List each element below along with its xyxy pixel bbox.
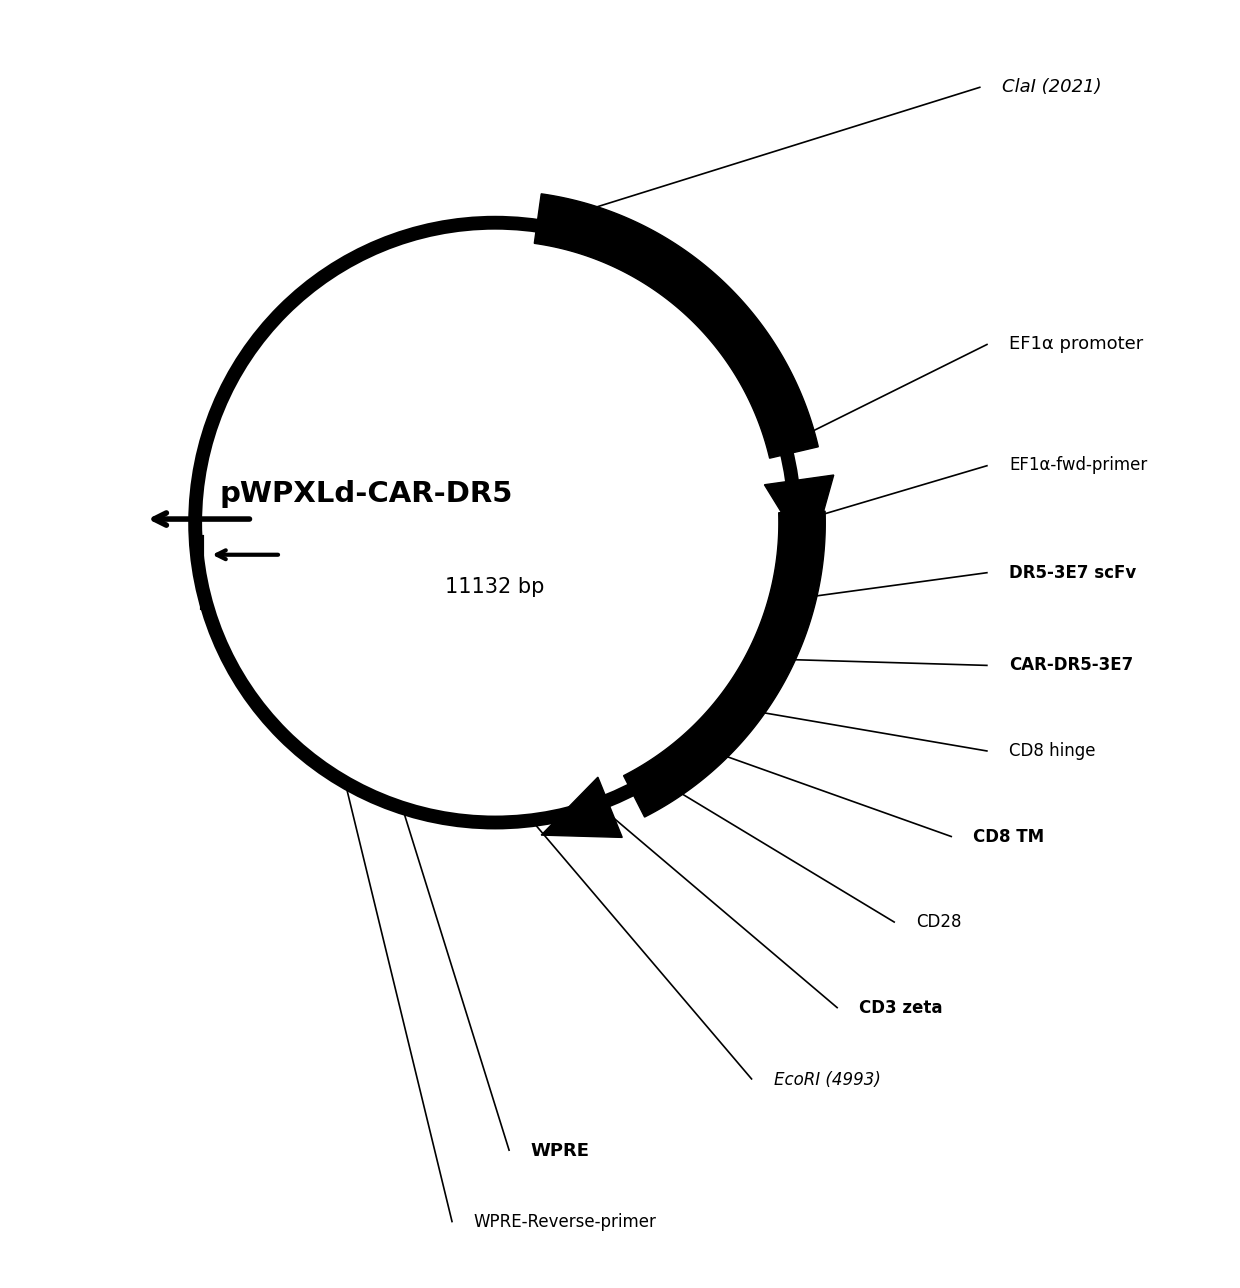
Text: CAR-DR5-3E7: CAR-DR5-3E7 <box>1009 657 1133 675</box>
Text: WPRE: WPRE <box>531 1142 590 1160</box>
Text: EF1α-fwd-primer: EF1α-fwd-primer <box>1009 456 1147 474</box>
Text: CD3 zeta: CD3 zeta <box>859 999 942 1018</box>
Text: 11132 bp: 11132 bp <box>445 577 544 596</box>
Text: ClaI (2021): ClaI (2021) <box>1002 79 1101 97</box>
Text: CD28: CD28 <box>916 913 962 931</box>
Polygon shape <box>541 777 622 837</box>
Polygon shape <box>764 475 833 559</box>
Text: WPRE-Reverse-primer: WPRE-Reverse-primer <box>474 1213 656 1231</box>
Text: EcoRI (4993): EcoRI (4993) <box>774 1070 880 1088</box>
Text: pWPXLd-CAR-DR5: pWPXLd-CAR-DR5 <box>219 480 513 507</box>
Text: EF1α promoter: EF1α promoter <box>1009 335 1143 353</box>
Polygon shape <box>624 511 826 817</box>
Polygon shape <box>534 193 818 459</box>
Text: CD8 TM: CD8 TM <box>973 828 1044 846</box>
Circle shape <box>198 227 791 819</box>
Text: DR5-3E7 scFv: DR5-3E7 scFv <box>1009 564 1136 582</box>
Text: CD8 hinge: CD8 hinge <box>1009 742 1096 760</box>
